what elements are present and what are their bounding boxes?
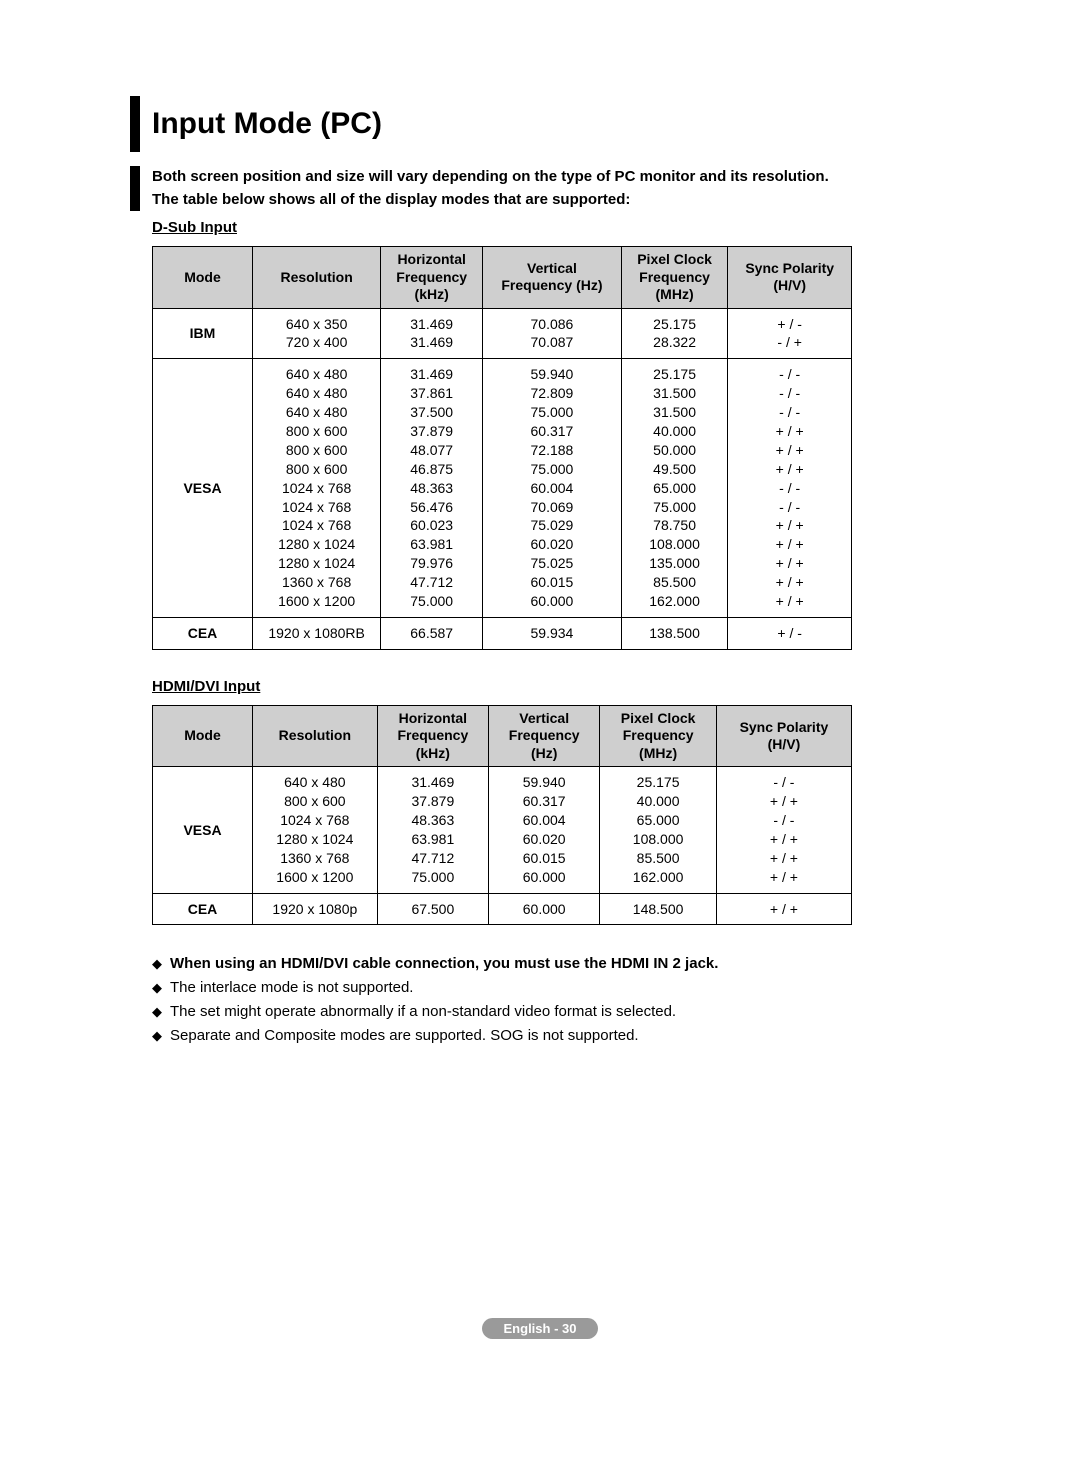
intro-line: Both screen position and size will vary …: [152, 166, 950, 189]
table-cell: 70.08670.087: [483, 308, 622, 359]
table-cell: 67.500: [377, 893, 488, 925]
table-cell: 66.587: [381, 617, 483, 649]
table-cell: 31.46931.469: [381, 308, 483, 359]
table-header-cell: HorizontalFrequency(kHz): [381, 247, 483, 309]
page-title: Input Mode (PC): [152, 107, 382, 141]
footer-pill: English - 30: [482, 1318, 599, 1339]
note-line: ◆When using an HDMI/DVI cable connection…: [152, 953, 950, 975]
note-text: When using an HDMI/DVI cable connection,…: [170, 953, 718, 975]
note-text: Separate and Composite modes are support…: [170, 1025, 639, 1047]
intro-block: Both screen position and size will vary …: [130, 166, 950, 211]
diamond-bullet-icon: ◆: [152, 977, 170, 999]
table-header-cell: Pixel ClockFrequency(MHz): [621, 247, 728, 309]
table-cell: 59.94072.80975.00060.31772.18875.00060.0…: [483, 359, 622, 618]
table-cell: 1920 x 1080RB: [253, 617, 381, 649]
table-header-cell: Pixel ClockFrequency(MHz): [600, 705, 717, 767]
table-cell: 640 x 480800 x 6001024 x 7681280 x 10241…: [253, 767, 378, 893]
table-header-cell: Mode: [153, 247, 253, 309]
table-cell: 640 x 480640 x 480640 x 480800 x 600800 …: [253, 359, 381, 618]
table-cell: 25.17528.322: [621, 308, 728, 359]
table-cell: + / +: [716, 893, 851, 925]
diamond-bullet-icon: ◆: [152, 1025, 170, 1047]
table-header-cell: Mode: [153, 705, 253, 767]
diamond-bullet-icon: ◆: [152, 1001, 170, 1023]
table-cell: 59.934: [483, 617, 622, 649]
page-footer: English - 30: [0, 1318, 1080, 1339]
dsub-table: ModeResolutionHorizontalFrequency(kHz)Ve…: [152, 246, 852, 650]
notes-block: ◆When using an HDMI/DVI cable connection…: [152, 953, 950, 1047]
table-cell: 59.94060.31760.00460.02060.01560.000: [489, 767, 600, 893]
table-header-cell: Resolution: [253, 247, 381, 309]
table-mode-cell: VESA: [153, 767, 253, 893]
table-cell: - / -+ / +- / -+ / ++ / ++ / +: [716, 767, 851, 893]
table-header-cell: HorizontalFrequency(kHz): [377, 705, 488, 767]
table-mode-cell: CEA: [153, 893, 253, 925]
title-accent-bar: [130, 96, 140, 152]
table-header-cell: Sync Polarity(H/V): [716, 705, 851, 767]
table-cell: 31.46937.86137.50037.87948.07746.87548.3…: [381, 359, 483, 618]
note-line: ◆Separate and Composite modes are suppor…: [152, 1025, 950, 1047]
table-cell: 25.17540.00065.000108.00085.500162.000: [600, 767, 717, 893]
table-mode-cell: IBM: [153, 308, 253, 359]
table-header-cell: VerticalFrequency(Hz): [489, 705, 600, 767]
table-mode-cell: VESA: [153, 359, 253, 618]
table-cell: 138.500: [621, 617, 728, 649]
table-cell: 148.500: [600, 893, 717, 925]
table-cell: 60.000: [489, 893, 600, 925]
title-row: Input Mode (PC): [130, 96, 950, 152]
table-mode-cell: CEA: [153, 617, 253, 649]
table-cell: - / -- / -- / -+ / ++ / ++ / +- / -- / -…: [728, 359, 852, 618]
table-header-cell: Sync Polarity(H/V): [728, 247, 852, 309]
hdmi-heading: HDMI/DVI Input: [152, 678, 950, 695]
hdmi-table: ModeResolutionHorizontalFrequency(kHz)Ve…: [152, 705, 852, 926]
table-cell: 25.17531.50031.50040.00050.00049.50065.0…: [621, 359, 728, 618]
note-text: The interlace mode is not supported.: [170, 977, 413, 999]
table-cell: 1920 x 1080p: [253, 893, 378, 925]
diamond-bullet-icon: ◆: [152, 953, 170, 975]
table-header-cell: VerticalFrequency (Hz): [483, 247, 622, 309]
note-text: The set might operate abnormally if a no…: [170, 1001, 676, 1023]
table-header-cell: Resolution: [253, 705, 378, 767]
note-line: ◆The interlace mode is not supported.: [152, 977, 950, 999]
table-cell: 640 x 350720 x 400: [253, 308, 381, 359]
table-cell: 31.46937.87948.36363.98147.71275.000: [377, 767, 488, 893]
note-line: ◆The set might operate abnormally if a n…: [152, 1001, 950, 1023]
table-cell: + / -: [728, 617, 852, 649]
dsub-heading: D-Sub Input: [152, 219, 950, 236]
intro-line: The table below shows all of the display…: [152, 189, 950, 212]
table-cell: + / -- / +: [728, 308, 852, 359]
